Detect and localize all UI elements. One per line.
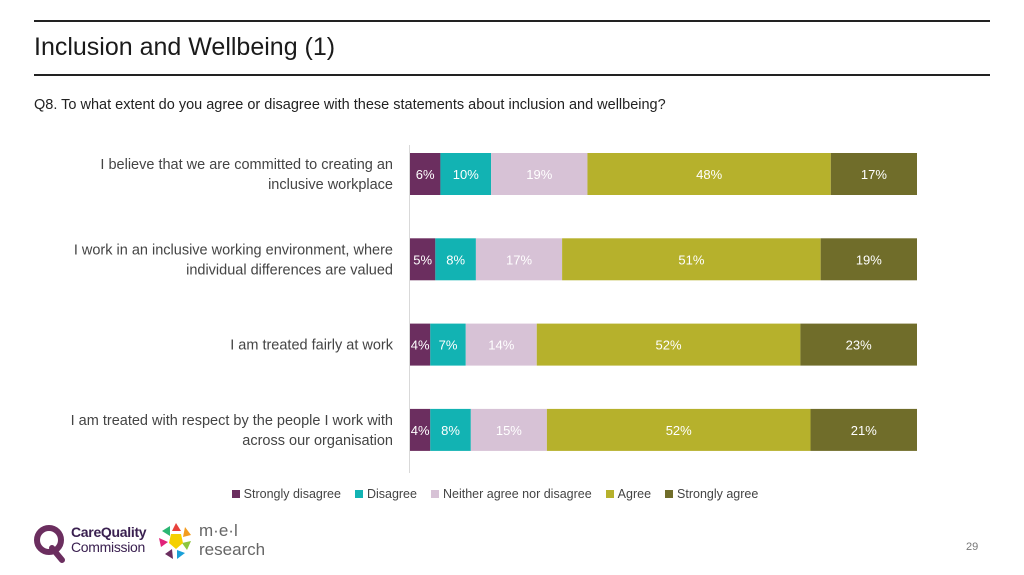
bar-data-label: 14% [488, 338, 514, 353]
legend-label: Disagree [366, 487, 417, 501]
bar-segment [820, 238, 917, 281]
bar-segment [470, 408, 547, 451]
legend-item: Neither agree nor disagree [430, 487, 592, 501]
cqc-logo-line1: CareQuality [71, 524, 147, 540]
cqc-logo-line2: Commission [71, 539, 146, 555]
bar-data-label: 10% [453, 167, 479, 182]
bar-data-label: 4% [411, 338, 430, 353]
bar-segment [410, 323, 431, 366]
legend-label: Strongly disagree [243, 487, 341, 501]
bar-data-label: 7% [439, 338, 458, 353]
question-text: Q8. To what extent do you agree or disag… [34, 97, 666, 113]
bar-segment [440, 153, 492, 195]
bar-segment [536, 323, 801, 366]
bar-data-label: 8% [446, 252, 465, 267]
legend-item: Disagree [354, 487, 417, 501]
mel-logo-line2: research [199, 540, 266, 559]
category-label-line: I work in an inclusive working environme… [74, 242, 393, 258]
bar-data-label: 21% [851, 423, 877, 438]
bar-segment [465, 323, 537, 366]
legend-item: Agree [605, 487, 652, 501]
header-top-rule [34, 20, 990, 22]
bar-segment [800, 323, 917, 366]
legend-swatch [665, 490, 674, 498]
bar-segment [435, 238, 476, 281]
category-label-line: I am treated with respect by the people … [71, 413, 393, 429]
legend-item: Strongly disagree [231, 487, 341, 501]
mel-research-logo: m·e·l research [157, 521, 277, 563]
bar-data-label: 17% [506, 252, 532, 267]
category-label: I am treated with respect by the people … [71, 413, 393, 449]
category-label-line: I am treated fairly at work [230, 338, 394, 354]
bar-data-label: 8% [441, 423, 460, 438]
bar-data-label: 5% [413, 252, 432, 267]
bar-segment [410, 153, 441, 195]
bar-data-label: 52% [666, 423, 692, 438]
cqc-logo: CareQuality Commission [33, 521, 151, 563]
bar-segment [430, 323, 466, 366]
bar-segment [410, 408, 431, 451]
bar-segment [546, 408, 811, 451]
bar-segment [410, 238, 436, 281]
bar-data-label: 48% [696, 167, 722, 182]
legend-swatch [430, 490, 439, 498]
bar-data-label: 51% [678, 252, 704, 267]
category-label: I believe that we are committed to creat… [100, 157, 393, 193]
bar-data-label: 52% [656, 338, 682, 353]
legend-item: Strongly agree [665, 487, 758, 501]
stacked-bar-chart: I believe that we are committed to creat… [71, 145, 917, 473]
category-label: I work in an inclusive working environme… [74, 242, 393, 278]
bar-data-label: 6% [416, 167, 435, 182]
bar-segment [430, 408, 471, 451]
mel-logo-line1: m·e·l [199, 521, 238, 540]
page-number: 29 [966, 541, 979, 553]
category-label-line: I believe that we are committed to creat… [100, 157, 393, 173]
bar-segment [475, 238, 563, 281]
bar-data-label: 17% [861, 167, 887, 182]
bar-segment [562, 238, 821, 281]
legend-swatch [605, 490, 614, 498]
legend-swatch [231, 490, 240, 498]
cqc-q-icon [34, 525, 65, 563]
bar-data-label: 19% [856, 252, 882, 267]
category-label-line: inclusive workplace [268, 177, 393, 193]
bar-data-label: 19% [526, 167, 552, 182]
bar-data-label: 4% [411, 423, 430, 438]
bar-data-label: 23% [846, 338, 872, 353]
bar-data-label: 15% [496, 423, 522, 438]
category-label-line: individual differences are valued [186, 262, 393, 278]
header-bottom-rule [34, 74, 990, 76]
legend-swatch [354, 490, 363, 498]
legend-label: Strongly agree [677, 487, 759, 501]
page-title: Inclusion and Wellbeing (1) [34, 33, 336, 61]
category-label-line: across our organisation [242, 433, 393, 449]
legend-label: Neither agree nor disagree [442, 487, 592, 501]
mel-star-icon [159, 523, 191, 559]
bar-segment [810, 408, 917, 451]
bar-segment [587, 153, 831, 195]
legend-label: Agree [617, 487, 652, 501]
bar-segment [830, 153, 917, 195]
chart-legend: Strongly disagree Disagree Neither agree n… [0, 487, 990, 501]
bar-segment [491, 153, 588, 195]
category-label: I am treated fairly at work [230, 338, 394, 354]
